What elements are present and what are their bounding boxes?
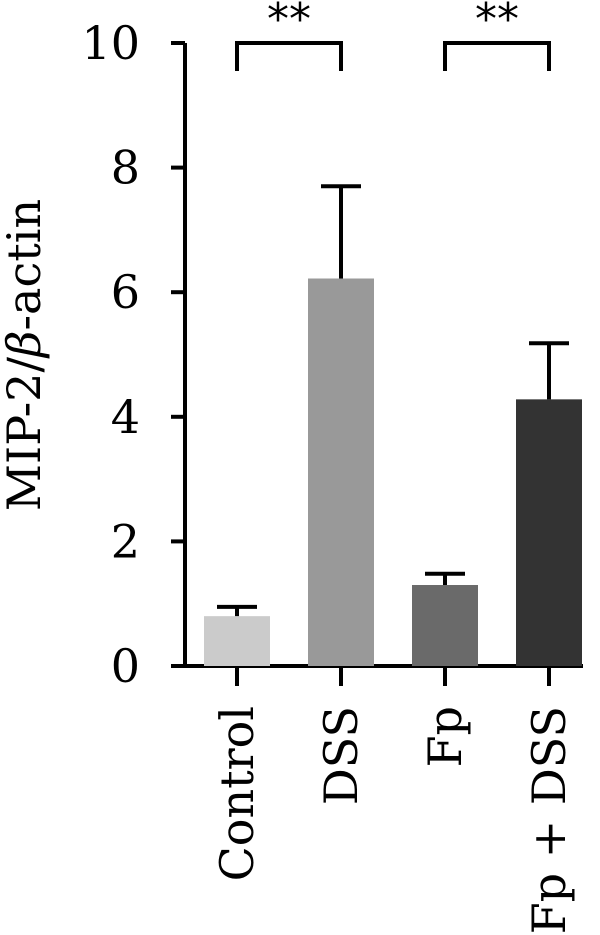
y-axis-title-prefix: MIP-2/ — [0, 357, 51, 512]
x-label-fp: Fp — [418, 706, 472, 767]
significance-bracket-fp-fpdss — [443, 41, 551, 71]
significance-label-fp-fpdss: ** — [475, 0, 519, 45]
y-tick-label: 4 — [111, 390, 140, 444]
error-bar-control — [217, 604, 257, 617]
error-bar-fp — [425, 571, 465, 586]
significance-bracket-control-dss — [235, 41, 343, 71]
x-label-control: Control — [210, 706, 264, 881]
x-label-dss: DSS — [314, 706, 368, 805]
y-tick-label: 8 — [111, 141, 140, 195]
bar-fp — [412, 585, 478, 666]
bar-fp-dss — [516, 399, 582, 666]
y-tick-label: 6 — [111, 265, 140, 319]
x-category-labels: Control DSS Fp Fp + DSS — [210, 706, 576, 934]
y-axis-title-greek: β — [0, 330, 51, 359]
error-bars — [217, 184, 569, 617]
significance-label-control-dss: ** — [267, 0, 311, 45]
y-tick-label: 0 — [111, 639, 140, 693]
bar-control — [204, 616, 270, 666]
bars — [204, 278, 582, 666]
y-tick-label: 2 — [111, 514, 140, 568]
bar-dss — [308, 278, 374, 666]
y-tick-label: 10 — [81, 16, 140, 70]
error-bar-dss — [321, 184, 361, 279]
y-axis-title: MIP-2/β-actin — [0, 199, 51, 511]
x-label-fp-dss: Fp + DSS — [522, 706, 576, 934]
y-ticks: 0 2 4 6 8 10 — [81, 16, 185, 693]
error-bar-fp-dss — [529, 341, 569, 400]
x-ticks — [235, 666, 551, 686]
y-axis-title-suffix: -actin — [0, 199, 51, 331]
significance-annotations: ** ** — [235, 0, 551, 71]
